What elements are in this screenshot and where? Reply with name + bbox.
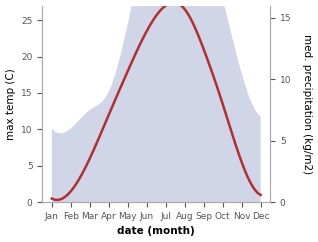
Y-axis label: med. precipitation (kg/m2): med. precipitation (kg/m2) bbox=[302, 34, 313, 174]
Y-axis label: max temp (C): max temp (C) bbox=[5, 68, 16, 140]
X-axis label: date (month): date (month) bbox=[117, 227, 195, 236]
